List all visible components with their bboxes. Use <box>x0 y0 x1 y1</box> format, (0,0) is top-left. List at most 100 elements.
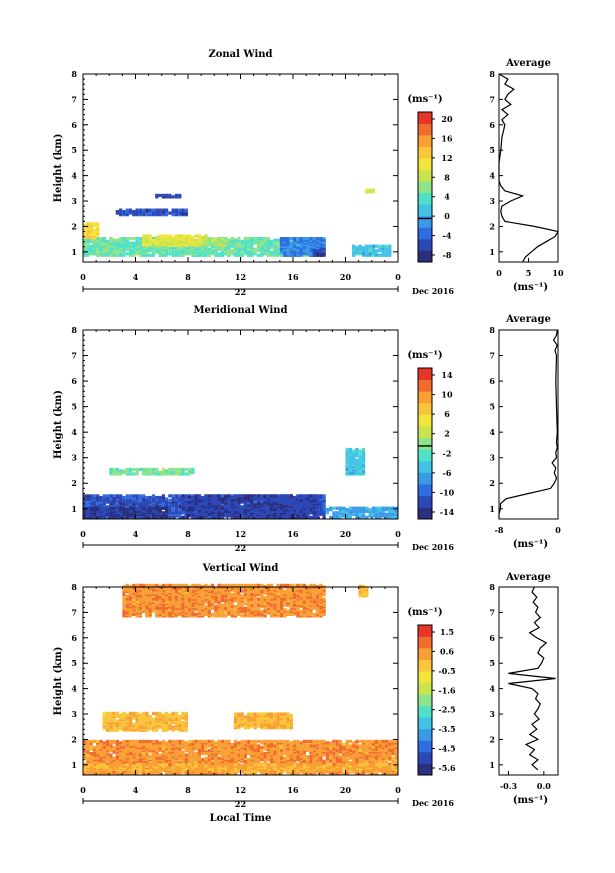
heatmap-cell <box>168 742 172 746</box>
heatmap-cell <box>184 753 188 757</box>
heatmap-cell <box>178 467 182 471</box>
heatmap-cell <box>122 213 126 217</box>
heatmap-cell <box>174 744 179 748</box>
heatmap-cell <box>352 449 356 453</box>
heatmap-cell <box>151 237 156 241</box>
colorbar-tick-label: 14 <box>441 370 453 380</box>
y-axis-label: Height (km) <box>53 134 64 203</box>
heatmap-cell <box>355 447 359 452</box>
heatmap-cell <box>270 739 274 743</box>
heatmap-cell <box>89 238 93 242</box>
heatmap-cell <box>322 244 326 248</box>
heatmap-cell <box>128 244 133 248</box>
heatmap-cell <box>168 243 172 247</box>
heatmap-cell <box>132 742 136 746</box>
heatmap-cell <box>237 253 241 257</box>
heatmap-cell <box>306 747 310 751</box>
heatmap-cell <box>355 506 359 510</box>
profile-y-tick-label: 2 <box>489 478 495 488</box>
panel-title: Zonal Wind <box>208 49 272 60</box>
heatmap-cell <box>240 748 244 753</box>
heatmap-cell <box>316 761 320 765</box>
heatmap-cell <box>106 755 110 759</box>
heatmap-cell <box>266 756 270 760</box>
heatmap-cell <box>250 244 254 248</box>
heatmap-cell <box>289 246 293 250</box>
colorbar-tick-label: 6 <box>444 409 450 419</box>
heatmap-cell <box>96 762 100 766</box>
heatmap-cell <box>135 467 139 471</box>
heatmap-cell <box>322 252 326 256</box>
heatmap-cell <box>302 739 306 743</box>
heatmap-cell <box>352 759 356 763</box>
heatmap-cell <box>191 495 195 500</box>
heatmap-cell <box>158 500 162 504</box>
colorbar-segment <box>418 238 432 251</box>
heatmap-cell <box>178 739 182 743</box>
heatmap-cell <box>168 755 172 759</box>
heatmap-cell <box>322 744 326 748</box>
x-tick-label: 0 <box>80 529 86 539</box>
heatmap-cell <box>361 246 366 250</box>
heatmap-cell <box>299 512 303 516</box>
heatmap-cell <box>109 244 113 248</box>
heatmap-cell <box>151 515 156 519</box>
heatmap-cell <box>325 741 329 745</box>
heatmap-cell <box>171 739 175 743</box>
heatmap-cell <box>240 244 244 248</box>
heatmap-cell <box>312 759 316 763</box>
heatmap-cell <box>306 759 310 763</box>
heatmap-cell <box>181 234 185 238</box>
heatmap-cell <box>230 237 234 241</box>
heatmap-cell <box>171 235 175 240</box>
heatmap-cell <box>122 756 126 760</box>
heatmap-cell <box>201 771 205 775</box>
heatmap-cell <box>227 747 231 751</box>
heatmap-cell <box>132 253 136 257</box>
heatmap-cell <box>319 742 323 746</box>
heatmap-cell <box>92 745 96 750</box>
heatmap-cell <box>293 244 297 248</box>
heatmap-cell <box>273 252 277 256</box>
heatmap-cell <box>119 745 123 750</box>
heatmap-cell <box>322 739 326 743</box>
y-tick-label: 4 <box>71 171 77 181</box>
heatmap-cell <box>220 761 224 765</box>
heatmap-cell <box>155 237 159 241</box>
heatmap-cell <box>214 509 218 513</box>
heatmap-cell <box>207 237 211 241</box>
heatmap-cell <box>174 467 179 471</box>
heatmap-cell <box>371 244 375 248</box>
heatmap-cell <box>171 758 175 762</box>
colorbar-segment <box>418 112 432 124</box>
heatmap-cell <box>197 509 201 513</box>
heatmap-cell <box>237 237 241 241</box>
heatmap-cell <box>309 755 313 759</box>
x-tick-label: 4 <box>133 529 139 539</box>
heatmap-cell <box>168 252 172 256</box>
heatmap-cell <box>109 748 113 753</box>
heatmap-cell <box>92 244 96 248</box>
heatmap-cell <box>174 253 179 257</box>
heatmap-cell <box>270 246 274 250</box>
heatmap-cell <box>145 213 149 217</box>
heatmap-cell <box>312 771 316 775</box>
heatmap-cell <box>309 494 313 498</box>
heatmap-cell <box>388 247 392 251</box>
heatmap-cell <box>158 193 162 197</box>
heatmap-cell <box>289 250 293 254</box>
heatmap-cell <box>243 237 247 241</box>
heatmap-cell <box>371 188 375 192</box>
heatmap-cell <box>96 237 100 241</box>
heatmap-cell <box>247 511 251 515</box>
heatmap-cell <box>138 506 142 510</box>
heatmap-cell <box>99 495 103 500</box>
heatmap-cell <box>338 739 343 743</box>
heatmap-cell <box>276 739 280 743</box>
heatmap-cell <box>338 755 343 759</box>
heatmap-cell <box>128 237 133 241</box>
heatmap-cell <box>106 244 110 248</box>
heatmap-cell <box>279 243 284 247</box>
heatmap-cell <box>109 467 113 471</box>
x-tick-label: 0 <box>395 272 401 282</box>
